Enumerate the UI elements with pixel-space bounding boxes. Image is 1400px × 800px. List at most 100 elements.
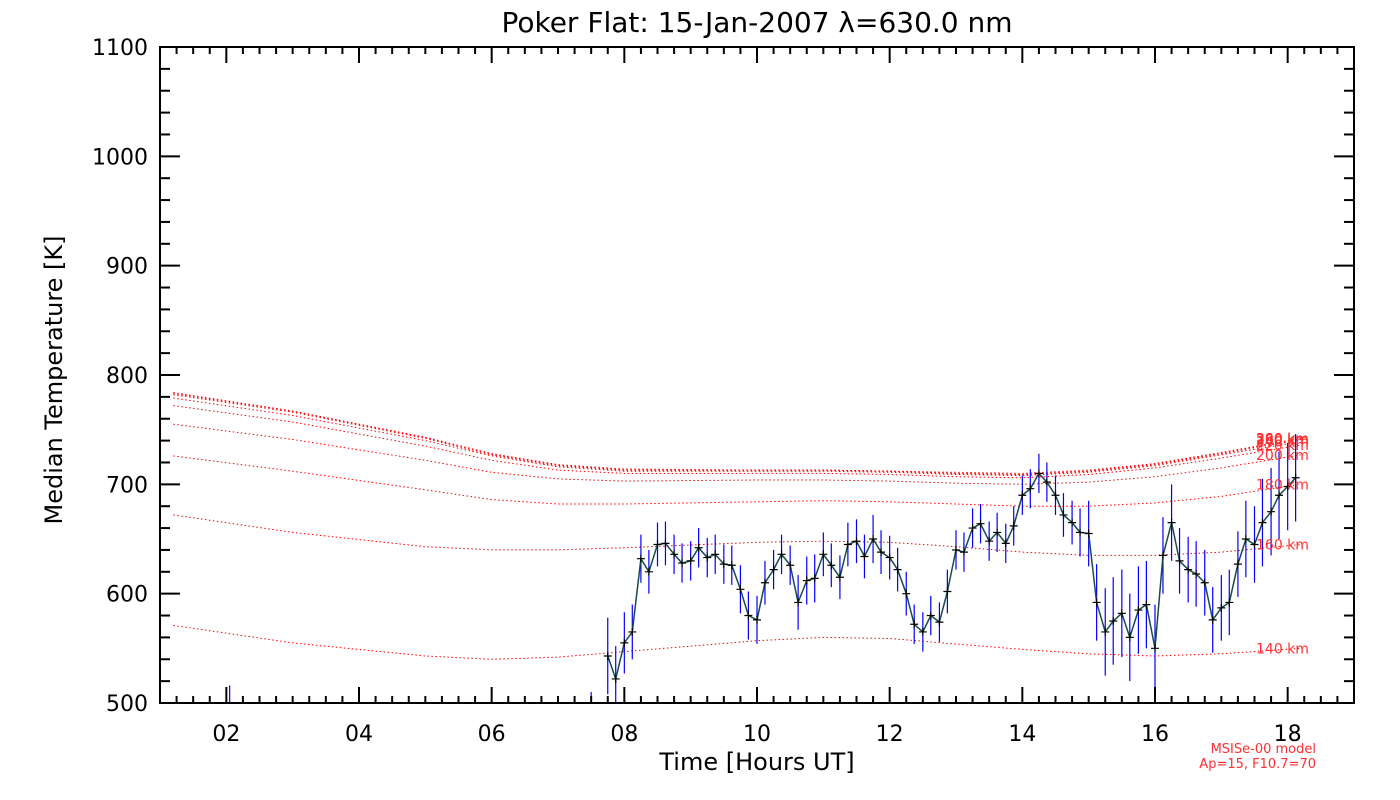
axis-ticks	[159, 46, 1355, 704]
data-point	[628, 627, 637, 636]
data-point	[794, 598, 803, 607]
y-tick-label: 600	[106, 583, 148, 608]
data-point	[819, 550, 828, 559]
data-point	[1117, 609, 1126, 618]
x-tick-label: 10	[743, 722, 771, 747]
data-point	[1101, 627, 1110, 636]
data-point	[719, 560, 728, 569]
data-series	[229, 434, 1300, 703]
data-point	[1167, 518, 1176, 527]
x-tick-label: 06	[478, 722, 506, 747]
data-point	[777, 550, 786, 559]
data-point	[678, 559, 687, 568]
data-point	[736, 585, 745, 594]
data-point	[1051, 491, 1060, 500]
data-point	[1109, 617, 1118, 625]
model-curve-240-km	[173, 397, 1301, 477]
data-point	[1267, 507, 1276, 516]
data-point	[902, 589, 911, 598]
data-point	[802, 576, 811, 585]
data-point	[1283, 482, 1292, 491]
model-curve-220-km	[173, 405, 1301, 479]
data-point	[727, 561, 736, 570]
data-point	[869, 535, 878, 543]
data-point	[611, 674, 620, 683]
data-point	[1225, 598, 1234, 607]
data-point	[985, 537, 994, 546]
data-point	[1076, 528, 1085, 537]
data-point	[926, 611, 935, 620]
model-curves	[173, 392, 1301, 660]
data-point	[760, 578, 769, 587]
y-tick-label: 900	[106, 255, 148, 280]
model-curve-160-km	[173, 514, 1301, 556]
model-curve-label: 300 km	[1256, 431, 1309, 447]
data-point	[1092, 598, 1101, 607]
data-point	[1018, 491, 1027, 500]
data-point	[1233, 560, 1242, 569]
data-point	[1001, 539, 1010, 548]
y-tick-label: 700	[106, 473, 148, 498]
data-point	[852, 537, 861, 546]
model-curve-300-km	[173, 392, 1301, 474]
data-point	[827, 561, 836, 570]
data-point	[636, 554, 645, 563]
data-point	[910, 620, 919, 629]
x-tick-label: 12	[876, 722, 904, 747]
data-point	[1175, 556, 1184, 565]
data-point	[1042, 478, 1051, 487]
data-point	[1158, 551, 1167, 560]
model-curve-140-km	[173, 624, 1301, 660]
data-point	[1192, 569, 1201, 578]
model-curve-label: 240 km	[1256, 435, 1309, 451]
x-tick-label: 02	[212, 722, 240, 747]
y-tick-label: 1000	[92, 145, 148, 170]
data-point	[1151, 644, 1159, 653]
x-tick-label: 18	[1274, 722, 1302, 747]
data-point	[711, 550, 720, 559]
data-point	[644, 567, 653, 576]
data-point	[976, 519, 985, 528]
model-note-line-2: Ap=15, F10.7=70	[1199, 757, 1316, 772]
model-note-line-1: MSISe-00 model	[1211, 742, 1316, 757]
data-point	[810, 574, 819, 583]
data-point	[959, 548, 968, 557]
data-point	[653, 540, 662, 549]
y-tick-label: 500	[106, 692, 148, 717]
data-point	[843, 540, 852, 549]
data-point	[860, 552, 869, 561]
data-point	[1059, 510, 1068, 519]
model-curve-label: 280 km	[1256, 431, 1309, 447]
data-point	[885, 553, 894, 562]
data-point	[769, 565, 778, 574]
data-point	[877, 548, 886, 557]
y-axis-title: Median Temperature [K]	[40, 235, 68, 524]
x-tick-label: 04	[345, 722, 373, 747]
data-point	[753, 615, 761, 624]
data-point	[1258, 518, 1267, 527]
data-point	[661, 539, 670, 548]
data-point	[670, 550, 679, 559]
data-point	[993, 528, 1002, 537]
data-point	[603, 651, 612, 660]
data-point	[1068, 518, 1077, 527]
data-point	[943, 587, 952, 596]
data-point	[952, 545, 960, 554]
data-point	[1217, 603, 1226, 612]
model-curve-label: 160 km	[1256, 538, 1309, 554]
data-point	[1291, 473, 1300, 482]
data-point	[1275, 491, 1284, 500]
model-curve-200-km	[173, 423, 1301, 485]
x-axis-title: Time [Hours UT]	[658, 748, 854, 776]
data-point	[1009, 521, 1018, 530]
temperature-line	[607, 472, 1297, 682]
model-curve-label: 200 km	[1256, 448, 1309, 464]
data-point	[786, 561, 795, 570]
model-curve-260-km	[173, 394, 1301, 476]
x-tick-label: 16	[1141, 722, 1169, 747]
data-point	[893, 565, 902, 574]
data-point	[1142, 600, 1151, 609]
data-point	[1200, 578, 1209, 587]
data-point	[744, 611, 753, 620]
